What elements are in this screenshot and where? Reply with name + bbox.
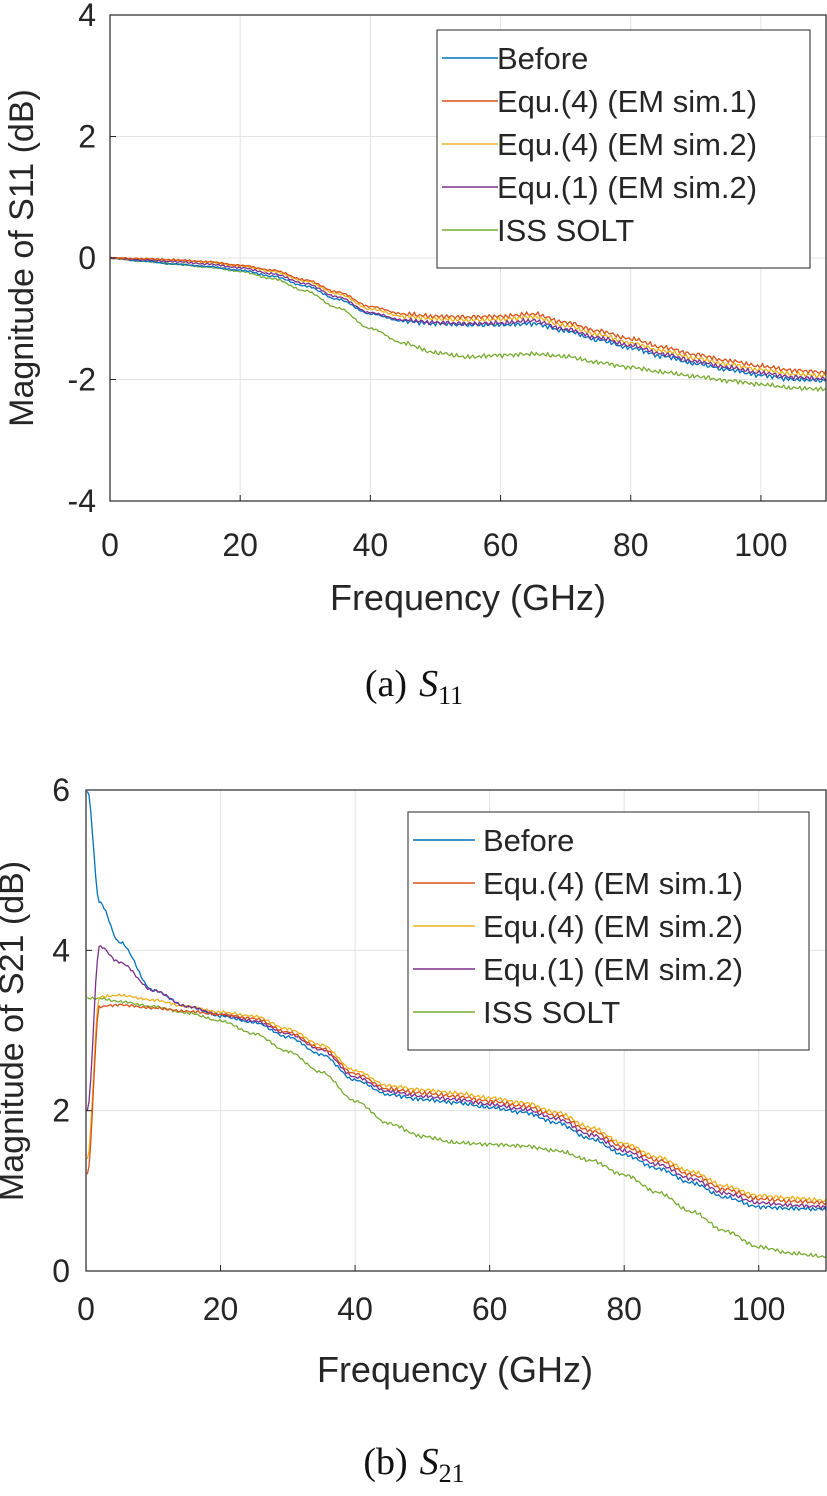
legend-label-s21-1: Equ.(4) (EM sim.1) xyxy=(483,866,743,901)
series-line-s11-1 xyxy=(109,256,827,375)
legend-label-s21-0: Before xyxy=(483,823,574,858)
y-tick-label-s11: 0 xyxy=(78,240,96,276)
axes-box-s21 xyxy=(85,789,827,1272)
legend-label-s11-2: Equ.(4) (EM sim.2) xyxy=(497,127,757,162)
y-tick-label-s11: -4 xyxy=(68,483,96,519)
series-line-s11-0 xyxy=(109,256,827,383)
y-axis-label-s21: Magnitude of S21 (dB) xyxy=(0,861,31,1201)
series-line-s21-4 xyxy=(86,996,827,1259)
x-tick-label-s11: 0 xyxy=(101,527,119,563)
x-tick-label-s21: 100 xyxy=(732,1291,785,1327)
y-tick-label-s11: 4 xyxy=(78,0,96,33)
legend-label-s11-1: Equ.(4) (EM sim.1) xyxy=(497,84,757,119)
legend-label-s11-3: Equ.(1) (EM sim.2) xyxy=(497,170,757,205)
tick-labels-s11: 0 20 40 60 80 100 -4 -2 0 2 4 xyxy=(68,0,788,563)
caption-s11: (a) S11 xyxy=(365,663,463,710)
legend-label-s11-0: Before xyxy=(497,41,588,76)
series-lines-s21 xyxy=(86,791,827,1259)
legend-label-s21-2: Equ.(4) (EM sim.2) xyxy=(483,909,743,944)
y-tick-label-s21: 0 xyxy=(52,1253,70,1289)
x-tick-label-s11: 20 xyxy=(222,527,258,563)
x-tick-label-s21: 0 xyxy=(77,1291,95,1327)
series-line-s21-2 xyxy=(86,993,827,1203)
legend-label-s21-3: Equ.(1) (EM sim.2) xyxy=(483,952,743,987)
x-tick-label-s21: 80 xyxy=(606,1291,642,1327)
y-tick-label-s21: 2 xyxy=(52,1093,70,1129)
panel-s21: 0 20 40 60 80 100 0 2 4 6 Frequency (GHz) Magnitu… xyxy=(0,772,827,1488)
legend-box-s21 xyxy=(407,811,810,1051)
legend-label-s21-4: ISS SOLT xyxy=(483,995,620,1030)
x-tick-label-s21: 40 xyxy=(337,1291,373,1327)
x-tick-label-s11: 60 xyxy=(483,527,519,563)
legend-box-s11 xyxy=(436,29,811,269)
x-axis-label-s11: Frequency (GHz) xyxy=(330,577,606,618)
legend-label-s11-4: ISS SOLT xyxy=(497,213,634,248)
y-tick-label-s21: 6 xyxy=(52,772,70,808)
series-line-s11-4 xyxy=(109,256,827,392)
x-tick-label-s11: 40 xyxy=(353,527,389,563)
caption-s21: (b) S21 xyxy=(363,1441,464,1488)
legend-s11: Before Equ.(4) (EM sim.1) Equ.(4) (EM sim.… xyxy=(436,29,811,269)
y-tick-label-s11: 2 xyxy=(78,119,96,155)
legend-s21: Before Equ.(4) (EM sim.1) Equ.(4) (EM sim.… xyxy=(407,811,810,1051)
x-tick-label-s11: 100 xyxy=(734,527,787,563)
x-tick-label-s11: 80 xyxy=(613,527,649,563)
y-axis-label-s11: Magnitude of S11 (dB) xyxy=(3,89,41,427)
series-line-s11-3 xyxy=(110,256,827,382)
series-line-s21-3 xyxy=(86,945,827,1210)
series-lines-s11 xyxy=(109,256,827,392)
x-tick-label-s21: 60 xyxy=(472,1291,508,1327)
series-line-s21-1 xyxy=(86,1003,827,1206)
y-tick-label-s21: 4 xyxy=(52,932,70,968)
tick-labels-s21: 0 20 40 60 80 100 0 2 4 6 xyxy=(52,772,785,1327)
y-tick-label-s11: -2 xyxy=(68,362,96,398)
panel-s11: 0 20 40 60 80 100 -4 -2 0 2 4 Frequency (GHz) Magn… xyxy=(3,0,827,710)
x-tick-label-s21: 20 xyxy=(203,1291,239,1327)
x-axis-label-s21: Frequency (GHz) xyxy=(317,1349,593,1390)
